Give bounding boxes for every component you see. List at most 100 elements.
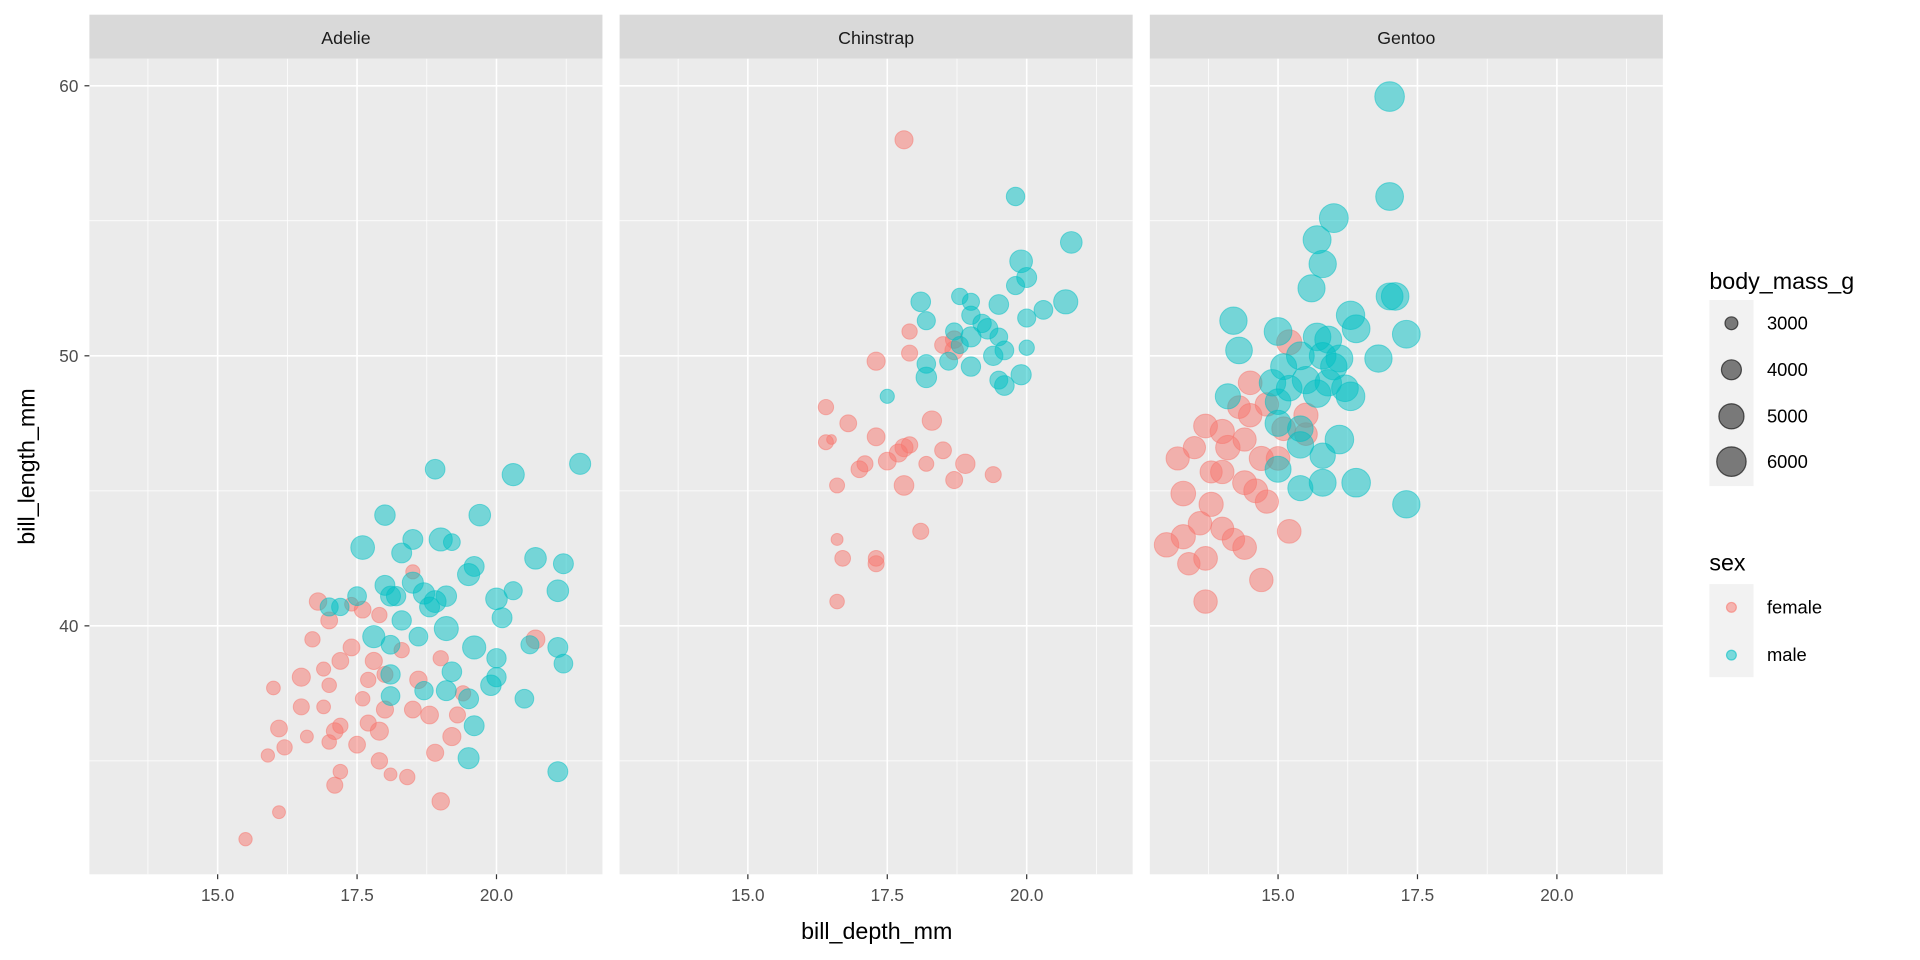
panel-gentoo: Gentoo 15.0 17.5 20.0 [1149,14,1663,905]
data-point-male [374,504,396,526]
color-legend-key-female [1725,601,1737,613]
x-tick-label: 17.5 [1401,885,1434,905]
data-point-female [342,638,361,657]
data-point-male [1374,81,1405,112]
data-point-female [829,593,845,610]
size-legend-label: 5000 [1767,405,1808,426]
data-point-male [331,597,350,617]
data-point-female [955,453,976,475]
panel-chinstrap: Chinstrap 15.0 17.5 20.0 [619,14,1133,905]
data-point-male [1010,364,1032,386]
x-tick-label: 20.0 [480,885,513,905]
data-point-female [867,555,885,573]
data-point-male [1391,319,1421,349]
data-point-male [457,747,480,770]
data-point-male [380,585,402,607]
data-point-male [391,542,413,564]
data-point-male [1364,344,1393,373]
data-point-female [1249,567,1274,593]
data-point-male [916,311,936,331]
x-tick-label: 17.5 [871,885,904,905]
data-point-male [391,610,412,631]
data-point-female [371,606,388,624]
panel-background [619,58,1133,875]
data-point-male [1219,306,1248,335]
data-point-female [448,706,466,724]
color-legend-title: sex [1709,550,1746,576]
strip-adelie [89,14,603,59]
color-legend-label: female [1767,596,1822,617]
data-point-female [331,652,350,670]
data-point-male [1264,409,1292,437]
data-point-female [866,351,886,371]
data-point-male [1275,374,1303,402]
data-point-female [403,700,422,719]
data-point-male [988,294,1010,315]
panel-background [89,58,603,875]
data-point-female [291,667,311,687]
size-legend-label: 4000 [1767,359,1808,380]
data-point-female [901,344,919,362]
data-point-male [1286,431,1315,459]
x-tick-label: 20.0 [1540,885,1573,905]
data-point-male [419,596,441,618]
data-point-female [360,671,377,689]
data-point-male [491,607,513,629]
data-point-male [1318,203,1349,233]
size-legend-key [1718,403,1745,430]
color-legend-label: male [1767,644,1807,665]
data-point-male [1059,231,1083,254]
data-point-female [921,410,943,431]
data-point-male [380,686,401,706]
strip-label: Gentoo [1377,28,1435,48]
data-point-male [1375,182,1404,211]
data-point-male [939,351,959,371]
data-point-male [1308,468,1337,497]
y-axis-title: bill_length_mm [13,388,39,544]
size-legend-label: 6000 [1767,451,1808,472]
data-point-female [354,690,371,707]
data-point-male [414,680,434,701]
data-point-female [877,451,897,471]
data-point-male [960,356,982,377]
data-point-male [1302,225,1332,255]
data-point-female [817,434,834,451]
data-point-male [1309,442,1336,469]
data-point-male [433,616,459,642]
data-point-female [934,441,952,460]
data-point-female [829,477,846,494]
data-point-female [1170,480,1197,507]
data-point-female [276,739,293,756]
data-point-male [462,635,487,660]
data-point-female [304,631,321,648]
data-point-male [514,688,535,709]
data-point-male [380,634,401,655]
color-legend-key-male [1725,649,1737,661]
x-tick-label: 15.0 [1261,885,1294,905]
data-point-female [370,752,389,770]
data-point-female [1193,545,1218,571]
size-legend-key [1716,446,1747,477]
data-point-female [238,832,253,847]
data-point-male [501,463,525,487]
data-point-male [402,528,424,550]
data-point-male [1302,379,1332,408]
data-point-female [901,323,918,340]
legend: body_mass_g 3000 4000 5000 6000 sex female m… [1709,268,1854,678]
data-point-female [399,768,416,786]
data-point-female [332,763,349,780]
data-point-male [520,635,540,655]
data-point-female [1232,535,1257,560]
panel-background [1149,58,1663,875]
data-point-female [432,650,449,667]
data-point-male [424,458,446,480]
data-point-male [1392,490,1421,519]
data-point-female [834,549,852,567]
strip-label: Adelie [321,28,370,48]
data-point-male [1341,467,1371,498]
x-tick-label: 15.0 [201,885,234,905]
data-point-female [316,699,331,715]
data-point-female [1165,446,1190,471]
x-tick-label: 15.0 [731,885,764,905]
